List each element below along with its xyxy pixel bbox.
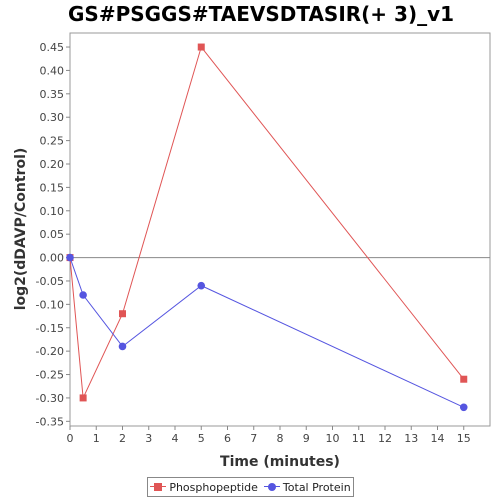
- y-tick-label: 0.15: [40, 181, 65, 194]
- data-point-square: [119, 310, 126, 318]
- legend-circle-marker-icon: [263, 482, 280, 492]
- x-tick-label: 3: [145, 432, 152, 445]
- legend-label-total-protein: Total Protein: [282, 480, 351, 494]
- legend-square-marker-icon: [150, 482, 167, 492]
- x-tick-label: 2: [119, 432, 126, 445]
- y-tick-label: -0.30: [36, 392, 64, 405]
- y-tick-label: -0.35: [36, 415, 64, 428]
- x-tick-label: 14: [431, 432, 445, 445]
- x-tick-label: 8: [277, 432, 284, 445]
- y-tick-label: 0.45: [40, 41, 65, 54]
- data-point-circle: [118, 342, 127, 351]
- data-point-square: [197, 43, 205, 51]
- y-tick-label: 0.30: [40, 111, 65, 124]
- x-tick-label: 10: [326, 432, 340, 445]
- x-tick-label: 0: [67, 432, 74, 445]
- y-tick-label: 0.35: [40, 88, 65, 101]
- legend-item-phosphopeptide: Phosphopeptide: [150, 481, 258, 494]
- y-tick-label: 0.05: [40, 228, 65, 241]
- x-tick-label: 6: [224, 432, 231, 445]
- x-tick-label: 9: [303, 432, 310, 445]
- y-tick-label: 0.40: [40, 64, 65, 77]
- legend-label-phosphopeptide: Phosphopeptide: [169, 480, 258, 494]
- y-tick-label: 0.20: [40, 158, 65, 171]
- plot-area: [69, 32, 491, 427]
- x-tick-label: 7: [250, 432, 257, 445]
- y-tick-label: 0.10: [40, 205, 65, 218]
- chart-title: GS#PSGGS#TAEVSDTASIR(+ 3)_v1: [68, 2, 455, 26]
- data-point-circle: [66, 253, 74, 262]
- chart-legend: Phosphopeptide Total Protein: [147, 477, 354, 497]
- data-point-circle: [459, 403, 468, 412]
- y-tick-label: -0.05: [36, 275, 64, 288]
- data-point-circle: [197, 281, 206, 290]
- x-tick-label: 5: [198, 432, 205, 445]
- data-point-circle: [79, 291, 87, 299]
- y-tick-label: 0.25: [40, 135, 65, 148]
- x-tick-label: 13: [404, 432, 418, 445]
- x-tick-label: 12: [378, 432, 392, 445]
- y-tick-label: -0.25: [36, 369, 64, 382]
- data-point-square: [460, 375, 468, 383]
- y-tick-label: -0.15: [36, 322, 64, 335]
- y-tick-label: -0.20: [36, 345, 64, 358]
- y-tick-label: -0.10: [36, 298, 64, 311]
- legend-item-total-protein: Total Protein: [263, 480, 351, 494]
- x-tick-label: 1: [93, 432, 100, 445]
- y-tick-label: 0.00: [40, 252, 65, 265]
- y-axis-label: log2(dDAVP/Control): [13, 148, 29, 311]
- x-axis-label: Time (minutes): [220, 454, 340, 470]
- x-tick-label: 15: [457, 432, 471, 445]
- x-tick-label: 4: [172, 432, 179, 445]
- data-point-square: [79, 394, 87, 402]
- x-tick-label: 11: [352, 432, 366, 445]
